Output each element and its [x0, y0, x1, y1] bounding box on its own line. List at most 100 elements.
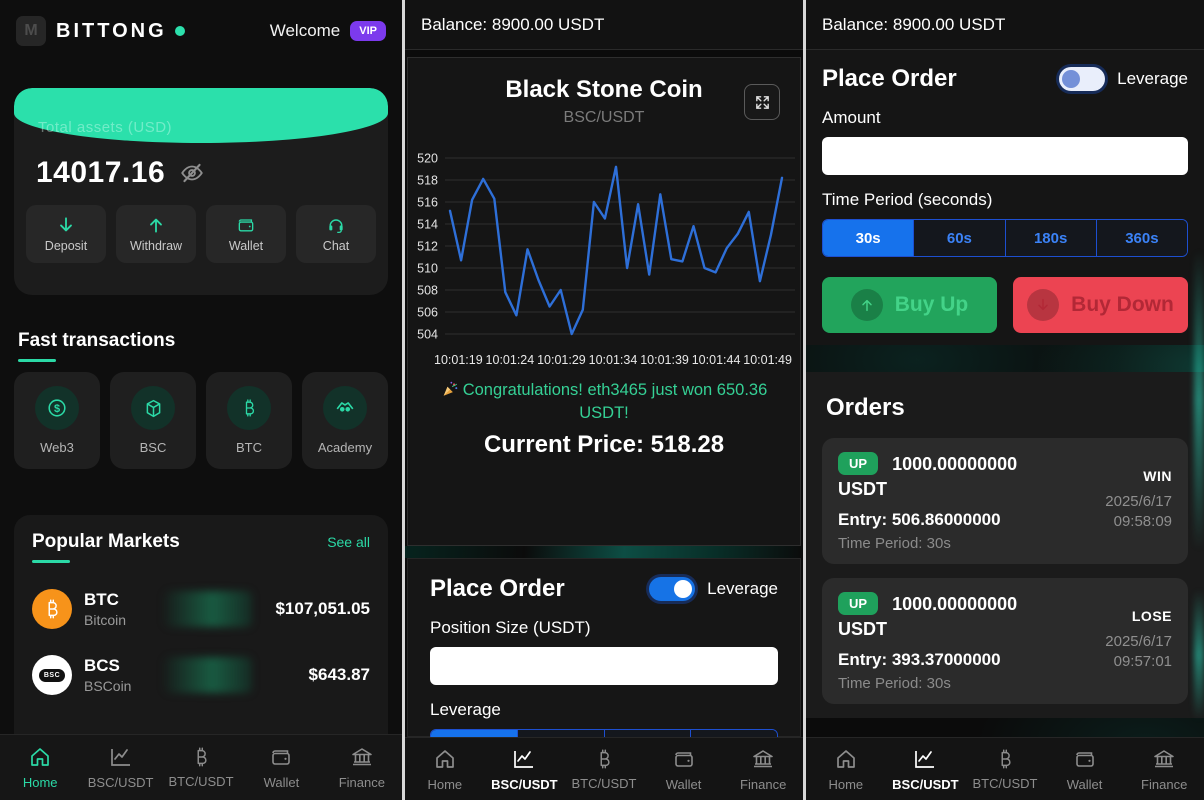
panel-divider [803, 0, 806, 800]
leverage-segment[interactable] [603, 730, 691, 739]
deposit-button[interactable]: Deposit [26, 205, 106, 263]
market-row-bcs[interactable]: BSC BCS BSCoin $643.87 [32, 655, 370, 695]
nav-bsc-usdt[interactable]: BSC/USDT [485, 738, 565, 800]
title-underline [32, 560, 70, 563]
see-all-link[interactable]: See all [327, 534, 370, 550]
x-tick: 10:01:39 [640, 353, 689, 367]
line-chart-icon [913, 747, 937, 771]
position-size-input[interactable] [430, 647, 778, 685]
period-60s[interactable]: 60s [913, 220, 1005, 256]
market-name: BSCoin [84, 678, 132, 694]
nav-wallet[interactable]: Wallet [644, 738, 724, 800]
balance-header: Balance: 8900.00 USDT [405, 0, 803, 50]
buy-down-button[interactable]: Buy Down [1013, 277, 1188, 333]
popular-markets-card: Popular Markets See all BTC Bitcoin $107… [14, 515, 388, 734]
period-180s[interactable]: 180s [1004, 220, 1096, 256]
leverage-segments-clipped [430, 729, 778, 739]
leverage-segment[interactable] [431, 730, 517, 739]
nav-btc-usdt[interactable]: BTC/USDT [161, 735, 241, 800]
nav-home[interactable]: Home [405, 738, 485, 800]
buy-up-button[interactable]: Buy Up [822, 277, 997, 333]
svg-text:514: 514 [417, 218, 438, 232]
period-30s[interactable]: 30s [823, 220, 914, 256]
expand-chart-button[interactable] [744, 84, 780, 120]
x-tick: 10:01:19 [434, 353, 483, 367]
svg-text:510: 510 [417, 262, 438, 276]
period-360s[interactable]: 360s [1095, 220, 1187, 256]
position-size-label: Position Size (USDT) [430, 618, 591, 637]
withdraw-button[interactable]: Withdraw [116, 205, 196, 263]
congrats-ticker: Congratulations! eth3465 just won 650.36… [428, 379, 780, 419]
fast-card-web3[interactable]: $ Web3 [14, 372, 100, 469]
total-assets-value: 14017.16 [36, 156, 166, 189]
leverage-toggle[interactable] [1059, 67, 1106, 91]
panel-home: M BITTONG Welcome VIP Total assets (USD)… [0, 0, 402, 800]
home-icon [834, 747, 858, 771]
brand-name: BITTONG [56, 19, 167, 42]
x-tick: 10:01:34 [588, 353, 638, 367]
market-row-btc[interactable]: BTC Bitcoin $107,051.05 [32, 589, 370, 629]
leverage-toggle-label: Leverage [707, 579, 778, 598]
nav-finance[interactable]: Finance [723, 738, 803, 800]
fast-card-academy[interactable]: Academy [302, 372, 388, 469]
market-price: $107,051.05 [275, 599, 370, 618]
nav-bsc-usdt[interactable]: BSC/USDT [80, 735, 160, 800]
bitcoin-icon [593, 748, 615, 770]
nav-finance[interactable]: Finance [1124, 738, 1204, 800]
fast-label-btc: BTC [236, 440, 262, 455]
sparkline [164, 591, 252, 627]
fast-label-academy: Academy [317, 440, 373, 455]
balance-header: Balance: 8900.00 USDT [806, 0, 1204, 50]
orders-title: Orders [826, 394, 905, 421]
nav-wallet[interactable]: Wallet [1045, 738, 1125, 800]
direction-badge: UP [838, 592, 879, 615]
eye-off-icon[interactable] [179, 160, 205, 186]
bitcoin-icon [190, 746, 212, 768]
withdraw-arrow-icon [146, 215, 166, 235]
nav-finance[interactable]: Finance [322, 735, 402, 800]
market-name: Bitcoin [84, 612, 127, 628]
order-amount: 1000.00000000 [892, 454, 1018, 474]
nav-label: BSC/USDT [491, 776, 558, 792]
svg-text:518: 518 [417, 174, 438, 188]
handshake-icon [334, 397, 356, 419]
place-order-card: Place Order Leverage Position Size (USDT… [407, 558, 801, 739]
leverage-segment[interactable] [516, 730, 604, 739]
nav-label: Finance [740, 776, 787, 792]
place-order-title: Place Order [430, 575, 565, 602]
leverage-toggle[interactable] [649, 577, 696, 601]
btc-coin-icon [32, 589, 72, 629]
fast-card-bsc[interactable]: BSC [110, 372, 196, 469]
svg-text:506: 506 [417, 306, 438, 320]
x-tick: 10:01:24 [485, 353, 535, 367]
time-period-segments: 30s 60s 180s 360s [822, 219, 1188, 257]
wallet-button[interactable]: Wallet [206, 205, 286, 263]
svg-text:504: 504 [417, 328, 438, 342]
party-popper-icon [441, 380, 459, 398]
nav-wallet[interactable]: Wallet [241, 735, 321, 800]
quick-actions: Deposit Withdraw Wallet Chat [26, 205, 376, 263]
nav-home[interactable]: Home [0, 735, 80, 800]
toggle-knob [1062, 70, 1081, 88]
x-tick: 10:01:44 [691, 353, 741, 367]
amount-input[interactable] [822, 137, 1188, 175]
current-price: Current Price: 518.28 [483, 431, 725, 458]
leverage-segment[interactable] [690, 730, 777, 739]
fast-label-web3: Web3 [40, 440, 74, 455]
order-result: WIN [1143, 468, 1172, 484]
nav-btc-usdt[interactable]: BTC/USDT [564, 738, 644, 800]
nav-home[interactable]: Home [806, 738, 886, 800]
nav-bsc-usdt[interactable]: BSC/USDT [886, 738, 966, 800]
sparkline [164, 657, 252, 693]
wallet-icon [236, 215, 256, 235]
nav-btc-usdt[interactable]: BTC/USDT [965, 738, 1045, 800]
fast-card-btc[interactable]: BTC [206, 372, 292, 469]
fast-label-bsc: BSC [139, 440, 167, 455]
order-time-period: Time Period: 30s [838, 675, 951, 692]
svg-text:516: 516 [417, 196, 438, 210]
nav-label: BTC/USDT [571, 775, 637, 791]
chat-button[interactable]: Chat [296, 205, 376, 263]
svg-text:$: $ [54, 403, 60, 415]
expand-icon [754, 94, 771, 111]
svg-text:520: 520 [417, 152, 438, 166]
